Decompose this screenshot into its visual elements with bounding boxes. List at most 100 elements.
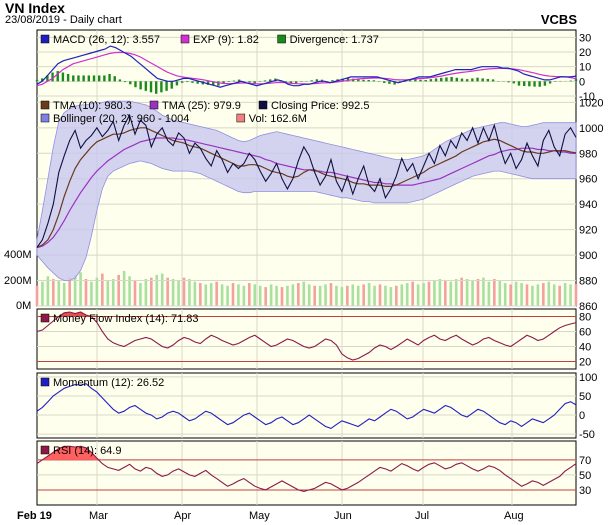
macd-line (36, 45, 577, 88)
tma25-line (36, 137, 577, 249)
brand-label: VCBS (540, 12, 577, 27)
volume-bar (128, 276, 131, 306)
divergence-bar (97, 75, 101, 82)
y-tick-label: 70 (579, 455, 591, 467)
legend-label: TMA (25): 979.9 (162, 100, 241, 112)
divergence-bar (139, 81, 142, 90)
x-tick-label: Aug (504, 510, 524, 522)
volume-bar (253, 284, 257, 306)
volume-bar (384, 285, 387, 306)
legend-swatch (149, 100, 159, 110)
volume-bar (302, 281, 306, 306)
volume-bar (520, 283, 523, 306)
volume-bar (106, 280, 110, 306)
y-tick-label: 940 (579, 199, 597, 211)
volume-bar (193, 281, 197, 306)
legend-swatch (40, 100, 50, 110)
volume-bar (231, 283, 235, 306)
divergence-bar (548, 81, 552, 84)
divergence-bar (232, 80, 236, 82)
divergence-bar (476, 77, 479, 82)
rsi-line (36, 445, 577, 492)
divergence-bar (538, 81, 541, 87)
volume-bar (514, 281, 518, 306)
panel-frame-macd (36, 29, 577, 97)
volume-bar (558, 285, 561, 306)
volume-bar (275, 285, 278, 306)
volume-bar (509, 284, 512, 306)
y-tick-label: 0 (579, 410, 585, 422)
divergence-bar (144, 81, 148, 91)
volume-bar (324, 284, 327, 306)
chart-subtitle: 23/08/2019 - Daily chart (5, 14, 122, 26)
divergence-bar (522, 81, 526, 87)
divergence-bar (310, 80, 313, 82)
y-tick-label: 50 (579, 391, 591, 403)
volume-bar (209, 283, 213, 306)
divergence-bar (46, 75, 49, 82)
legend-label: Momentum (12): 26.52 (53, 377, 164, 389)
volume-bar (563, 283, 567, 306)
y-tick-label: 30 (579, 485, 591, 497)
x-tick-label: Jul (415, 510, 429, 522)
volume-bar (569, 284, 572, 306)
divergence-bar (465, 79, 469, 82)
divergence-bar (294, 81, 298, 84)
volume-bar (242, 285, 246, 306)
divergence-bar (331, 80, 334, 82)
volume-bar (79, 272, 82, 306)
volume-bar (171, 279, 175, 306)
volume-bar (444, 280, 447, 306)
volume-bar (460, 277, 463, 306)
volume-bar (57, 280, 61, 306)
divergence-bar (165, 81, 168, 91)
legend-swatch (40, 34, 50, 44)
divergence-bar (362, 79, 365, 82)
divergence-bar (414, 79, 417, 82)
volume-bar (111, 279, 115, 306)
volume-bar (62, 283, 66, 306)
volume-bar (182, 277, 186, 306)
divergence-bar (196, 81, 199, 84)
volume-bar (471, 280, 474, 306)
legend-label: Divergence: 1.737 (290, 34, 379, 46)
volume-bar (307, 284, 311, 306)
divergence-bar (248, 81, 251, 83)
y-tick-label: 10 (579, 62, 591, 74)
y-tick-label: 960 (579, 174, 597, 186)
divergence-bar (253, 81, 256, 84)
volume-bar (248, 283, 251, 306)
divergence-bar (357, 79, 360, 82)
divergence-bar (222, 81, 225, 84)
divergence-bar (289, 81, 293, 84)
divergence-bar (372, 80, 376, 82)
volume-bar (438, 279, 442, 306)
tma10-line (36, 127, 577, 249)
volume-bar (199, 283, 202, 306)
volume-bar (449, 281, 453, 306)
divergence-bar (160, 81, 163, 93)
volume-tick-label: 0M (16, 300, 31, 312)
divergence-bar (424, 80, 427, 82)
divergence-bar (40, 78, 44, 82)
volume-bar (41, 281, 44, 306)
y-tick-label: 60 (579, 327, 591, 339)
divergence-bar (507, 81, 510, 83)
divergence-bar (77, 75, 80, 82)
volume-bar (84, 279, 88, 306)
divergence-bar (123, 81, 127, 83)
divergence-bar (82, 75, 85, 82)
x-tick-label: Mar (89, 510, 108, 522)
divergence-bar (66, 74, 70, 82)
divergence-bar (51, 72, 54, 82)
y-tick-label: 80 (579, 312, 591, 324)
divergence-bar (383, 81, 386, 83)
volume-bar (144, 279, 148, 306)
volume-bar (346, 285, 349, 306)
divergence-bar (440, 77, 443, 82)
divergence-bar (61, 72, 65, 82)
volume-bar (476, 279, 480, 306)
volume-bar (356, 285, 360, 306)
volume-bar (318, 285, 322, 306)
x-tick-label: Apr (174, 510, 191, 522)
